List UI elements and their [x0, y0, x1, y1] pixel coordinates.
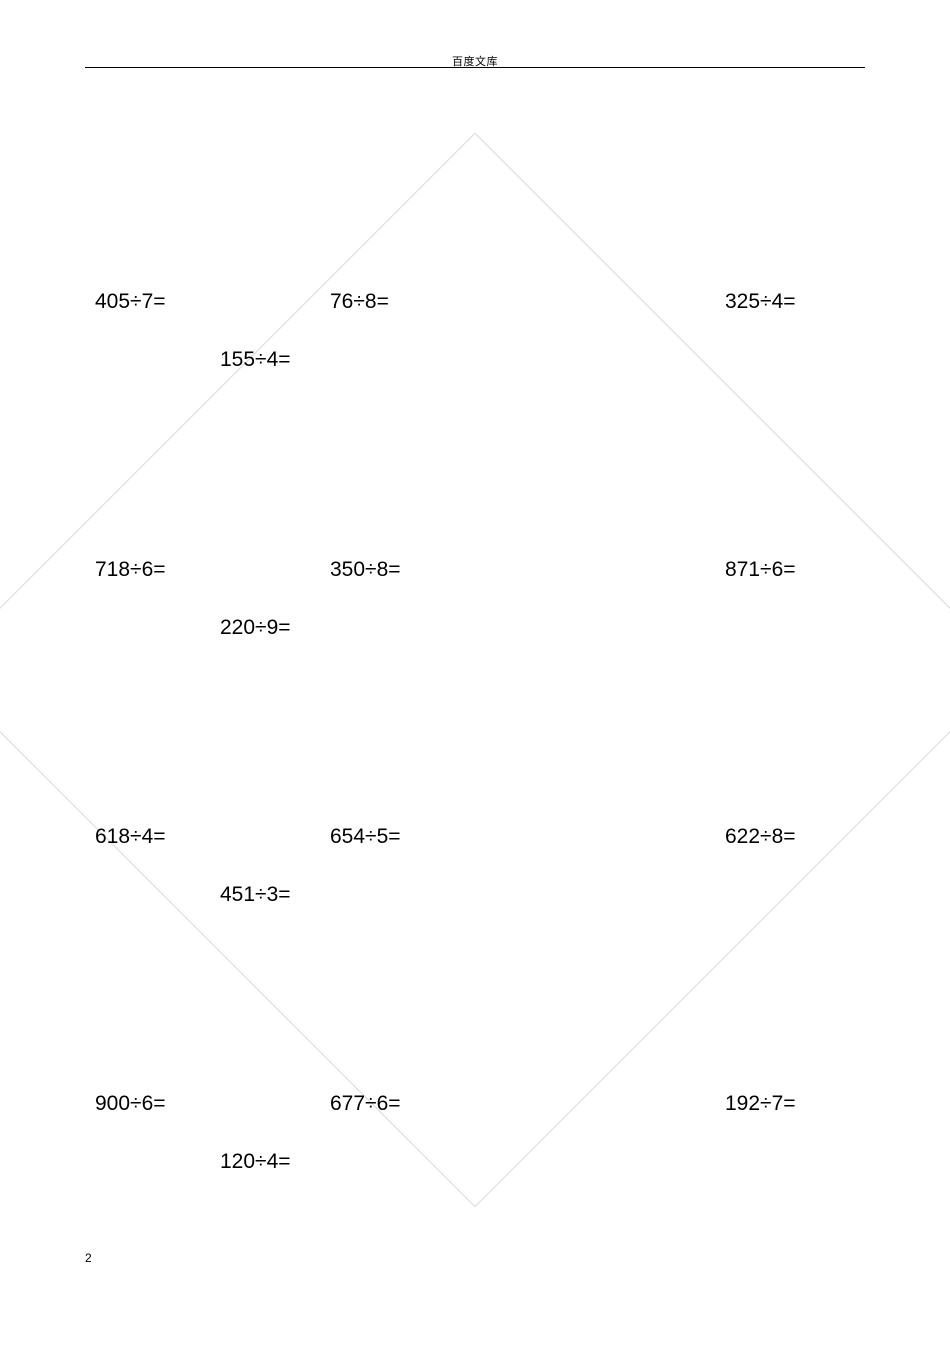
problem-cell: 405÷7=: [95, 290, 166, 314]
problem-cell: 618÷4=: [95, 825, 166, 849]
header-rule: [85, 67, 865, 68]
problem-cell: 220÷9=: [220, 616, 291, 640]
problem-cell: 192÷7=: [725, 1092, 796, 1116]
problem-cell: 677÷6=: [330, 1092, 401, 1116]
problem-cell: 718÷6=: [95, 558, 166, 582]
problem-cell: 871÷6=: [725, 558, 796, 582]
problem-cell: 155÷4=: [220, 348, 291, 372]
problem-cell: 350÷8=: [330, 558, 401, 582]
problem-cell: 622÷8=: [725, 825, 796, 849]
problem-cell: 120÷4=: [220, 1150, 291, 1174]
problem-cell: 654÷5=: [330, 825, 401, 849]
problem-cell: 451÷3=: [220, 883, 291, 907]
page-number: 2: [85, 1251, 92, 1265]
problem-cell: 76÷8=: [330, 290, 389, 314]
problem-cell: 900÷6=: [95, 1092, 166, 1116]
problem-cell: 325÷4=: [725, 290, 796, 314]
page-container: 百度文库 405÷7= 76÷8= 325÷4= 155÷4= 718÷6= 3…: [85, 55, 865, 1285]
